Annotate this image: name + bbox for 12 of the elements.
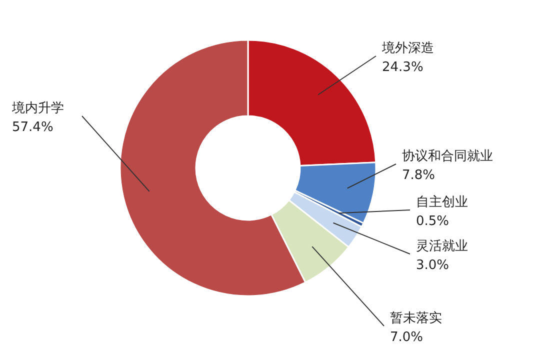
slice-label: 境外深造 xyxy=(381,40,434,56)
data-label: 3.0% xyxy=(416,258,450,273)
slice-label: 灵活就业 xyxy=(416,239,468,254)
data-label: 7.8% xyxy=(402,168,436,183)
slice-label: 暂未落实 xyxy=(390,311,442,326)
data-label: 24.3% xyxy=(382,60,424,75)
slice-label: 协议和合同就业 xyxy=(402,149,493,164)
slice-label: 境内升学 xyxy=(11,100,64,116)
slice-label: 自主创业 xyxy=(416,194,468,210)
data-label: 7.0% xyxy=(390,330,424,345)
data-label: 57.4% xyxy=(12,120,54,135)
data-label: 0.5% xyxy=(416,214,450,229)
